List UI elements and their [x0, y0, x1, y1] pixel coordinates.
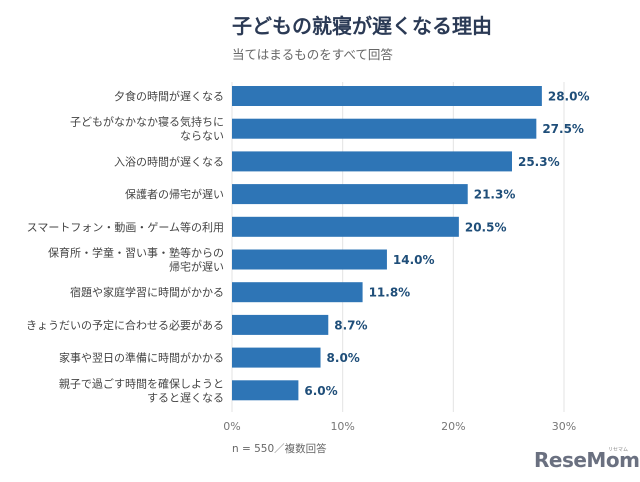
chart-title: 子どもの就寝が遅くなる理由	[232, 14, 492, 38]
bar	[232, 347, 321, 368]
category-label: 入浴の時間が遅くなる	[114, 154, 224, 168]
chart-subtitle: 当てはまるものをすべて回答	[232, 47, 393, 62]
category-label: 保育所・学童・習い事・塾等からの	[48, 246, 224, 260]
data-label: 20.5%	[465, 220, 507, 234]
x-tick-label: 30%	[552, 420, 576, 433]
data-label: 6.0%	[304, 384, 337, 398]
data-label: 21.3%	[474, 188, 516, 202]
data-label: 14.0%	[393, 253, 435, 267]
data-label: 28.0%	[548, 90, 590, 104]
category-label: きょうだいの予定に合わせる必要がある	[26, 318, 224, 332]
logo-text: ReseMom	[534, 448, 640, 472]
bar	[232, 118, 537, 139]
bar	[232, 282, 363, 303]
data-label: 27.5%	[542, 122, 584, 136]
bar	[232, 184, 468, 205]
bar	[232, 86, 542, 106]
data-label: 11.8%	[369, 286, 411, 300]
category-label: すると遅くなる	[147, 391, 224, 404]
sample-note: n = 550／複数回答	[232, 443, 327, 455]
category-label: 宿題や家庭学習に時間がかかる	[70, 285, 224, 299]
resemom-logo: ReseMom リセマム	[534, 447, 640, 478]
data-label: 8.0%	[327, 351, 360, 365]
x-tick-label: 0%	[223, 420, 240, 433]
category-label: 家事や翌日の準備に時間がかかる	[59, 351, 224, 365]
bar	[232, 380, 299, 401]
data-label: 8.7%	[334, 318, 367, 332]
category-label: ならない	[180, 130, 224, 143]
bar	[232, 314, 329, 335]
bar	[232, 249, 387, 270]
category-label: 保護者の帰宅が遅い	[125, 187, 224, 201]
category-label: 親子で過ごす時間を確保しようと	[59, 376, 224, 390]
bar	[232, 216, 459, 237]
data-label: 25.3%	[518, 155, 560, 169]
category-label: スマートフォン・動画・ゲーム等の利用	[27, 220, 224, 234]
logo-ruby: リセマム	[607, 447, 628, 453]
category-label: 夕食の時間が遅くなる	[114, 89, 224, 103]
x-tick-label: 20%	[441, 420, 465, 433]
x-tick-label: 10%	[330, 420, 354, 433]
bar	[232, 151, 512, 172]
category-label: 子どもがなかなか寝る気持ちに	[70, 115, 224, 129]
category-label: 帰宅が遅い	[169, 260, 224, 274]
